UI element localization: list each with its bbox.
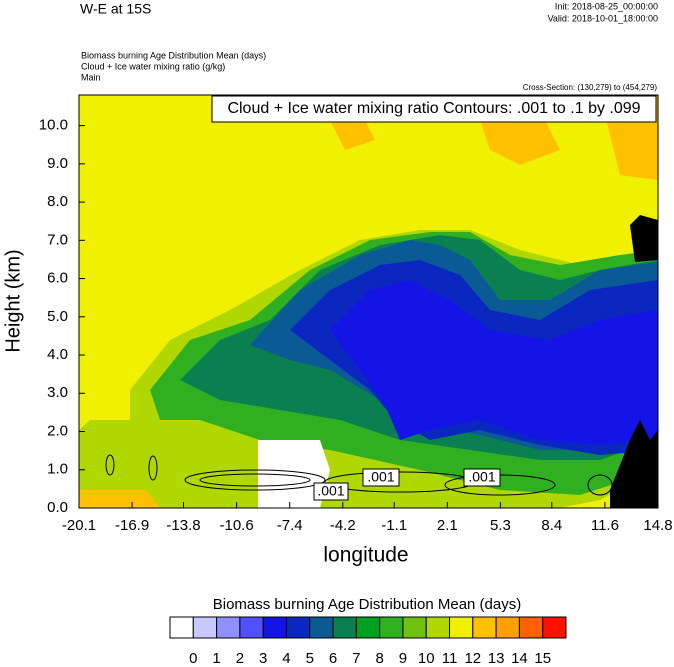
x-tick-label: 5.3 xyxy=(490,517,511,534)
y-tick-label: 3.0 xyxy=(47,384,68,401)
colorbar-label: 3 xyxy=(259,650,267,667)
y-axis-label: Height (km) xyxy=(2,249,24,352)
contour-labels: .001 .001 .001 xyxy=(313,468,501,501)
init-time: Init: 2018-08-25_00:00:00 xyxy=(555,1,658,11)
colorbar-label: 7 xyxy=(352,650,360,667)
colorbar-box xyxy=(542,616,567,639)
terrain xyxy=(630,215,658,262)
colorbar-box xyxy=(332,616,357,639)
colorbar-label: 9 xyxy=(399,650,407,667)
terrain xyxy=(610,420,658,508)
axes: -20.1 -16.9 -13.8 -10.6 -7.4 -4.2 -1.1 2.1 5.3 8.… xyxy=(39,117,673,667)
contour-line xyxy=(587,474,613,496)
y-tick-label: 7.0 xyxy=(47,231,68,248)
colorbar-box xyxy=(472,616,497,639)
contour-line xyxy=(199,473,311,487)
y-tick-label: 0.0 xyxy=(47,499,68,516)
colorbar-label: 14 xyxy=(511,650,528,667)
label-box xyxy=(463,468,501,487)
colorbar-box xyxy=(216,616,241,639)
y-tick-label: 2.0 xyxy=(47,422,68,439)
colorbar-label: 0 xyxy=(189,650,197,667)
colorbar-box xyxy=(309,616,334,639)
x-tick-label: -7.4 xyxy=(277,517,303,534)
colorbar-box xyxy=(169,616,194,639)
x-tick-label: 8.4 xyxy=(541,517,562,534)
colorbar-label: 5 xyxy=(306,650,314,667)
x-axis-label: longitude xyxy=(323,544,408,567)
plot-frame xyxy=(78,94,659,509)
x-tick-label: -4.2 xyxy=(330,517,356,534)
colorbar-label: 1 xyxy=(212,650,220,667)
colorbar-label: 15 xyxy=(534,650,551,667)
y-tick-label: 10.0 xyxy=(39,117,68,134)
colorbar-box xyxy=(379,616,404,639)
x-tick-label: 14.8 xyxy=(643,517,672,534)
contour-line xyxy=(148,455,158,481)
colorbar-label: 8 xyxy=(375,650,383,667)
colorbar-label: 2 xyxy=(236,650,244,667)
colorbar-label: 12 xyxy=(464,650,481,667)
contour-label: .001 xyxy=(367,469,394,485)
colorbar-title: Biomass burning Age Distribution Mean (d… xyxy=(213,596,521,613)
cross-section: Cross-Section: (130,279) to (454,279) xyxy=(523,83,658,92)
x-tick-label: 2.1 xyxy=(437,517,458,534)
field-region xyxy=(258,440,330,508)
y-tick-label: 4.0 xyxy=(47,346,68,363)
contour-line xyxy=(105,454,115,476)
subtitle: Main xyxy=(81,72,101,82)
x-tick-label: -16.9 xyxy=(115,517,149,534)
x-tick-label: -1.1 xyxy=(381,517,407,534)
colorbar-box xyxy=(518,616,544,639)
y-tick-label: 8.0 xyxy=(47,193,68,210)
colorbar-label: 11 xyxy=(442,650,458,667)
y-tick-label: 1.0 xyxy=(47,461,68,478)
contour-label: .001 xyxy=(317,483,344,499)
label-box xyxy=(362,468,400,487)
colorbar-box xyxy=(355,616,381,639)
contour-line xyxy=(184,469,326,491)
y-tick-label: 9.0 xyxy=(47,155,68,172)
y-tick-label: 6.0 xyxy=(47,270,68,287)
colorbar-label: 10 xyxy=(418,650,435,667)
valid-time: Valid: 2018-10-01_18:00:00 xyxy=(548,13,658,23)
y-tick-label: 5.0 xyxy=(47,308,68,325)
subtitle: Biomass burning Age Distribution Mean (d… xyxy=(81,50,266,60)
x-tick-label: -20.1 xyxy=(62,517,96,534)
contour-label: .001 xyxy=(468,469,495,485)
x-tick-label: -13.8 xyxy=(166,517,200,534)
colorbar-box xyxy=(425,616,451,639)
colorbar-label: 6 xyxy=(329,650,337,667)
colorbar-label: 13 xyxy=(488,650,505,667)
colorbar-box xyxy=(262,616,287,639)
colorbar-box xyxy=(495,616,520,639)
label-box xyxy=(313,482,349,501)
field-region xyxy=(330,280,658,445)
colorbar-label: 4 xyxy=(282,650,290,667)
field xyxy=(79,95,658,508)
colorbar-box xyxy=(285,616,311,639)
info-box xyxy=(211,95,657,123)
subtitle: Cloud + Ice water mixing ratio (g/kg) xyxy=(81,61,225,71)
colorbar-box xyxy=(449,616,474,639)
chart-title: W-E at 15S xyxy=(80,1,151,17)
x-tick-label: -10.6 xyxy=(220,517,254,534)
colorbar-box xyxy=(402,616,427,639)
field-region xyxy=(480,110,560,165)
contour-info: Cloud + Ice water mixing ratio Contours:… xyxy=(227,100,640,117)
colorbar-box xyxy=(239,616,264,639)
colorbar-box xyxy=(192,616,218,639)
x-tick-label: 11.6 xyxy=(591,517,619,534)
